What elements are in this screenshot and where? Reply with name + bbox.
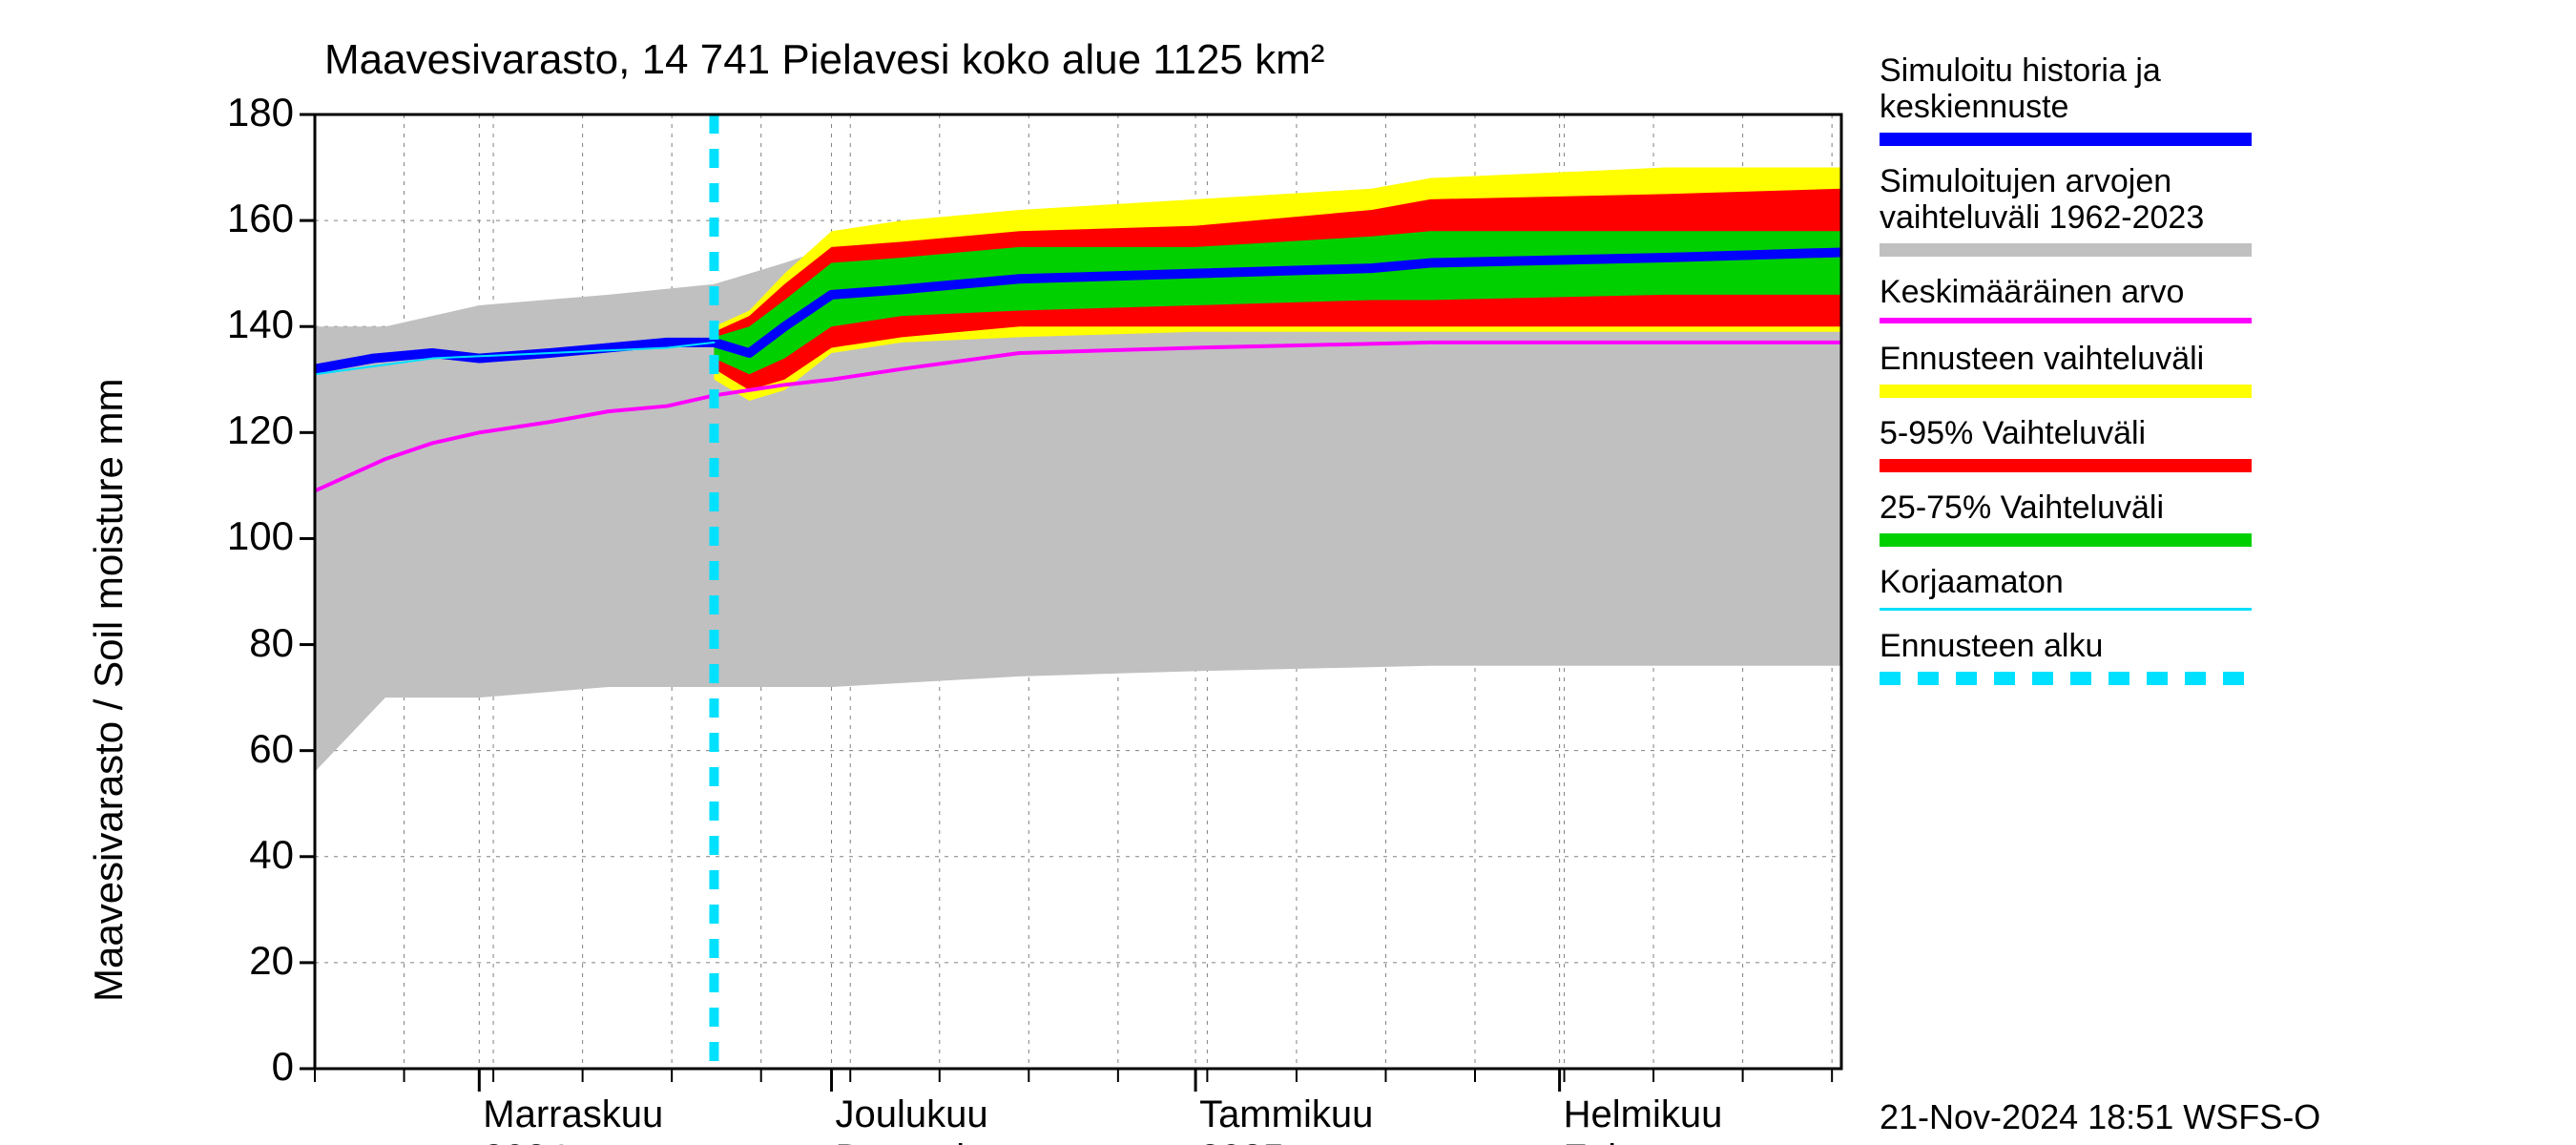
legend-swatch (1880, 533, 2252, 547)
x-tick-label-month: Marraskuu (483, 1093, 663, 1136)
legend-label: Simuloitu historia ja (1880, 52, 2161, 90)
x-tick-label-sub: 2025 (1199, 1137, 1284, 1145)
plot-area (0, 0, 2576, 1145)
legend-label: 25-75% Vaihteluväli (1880, 489, 2164, 527)
x-tick-label-sub: December (836, 1137, 1012, 1145)
legend-label: Ennusteen vaihteluväli (1880, 341, 2204, 378)
legend-swatch (1880, 385, 2252, 398)
legend-swatch (1880, 318, 2252, 323)
x-tick-label-sub: February (1564, 1137, 1716, 1145)
y-tick-label: 20 (191, 938, 294, 984)
y-tick-label: 160 (191, 196, 294, 241)
legend-label: Ennusteen alku (1880, 628, 2103, 665)
x-tick-label-sub: 2024 (483, 1137, 568, 1145)
y-tick-label: 60 (191, 726, 294, 772)
legend-label: 5-95% Vaihteluväli (1880, 415, 2146, 452)
y-tick-label: 100 (191, 513, 294, 559)
x-tick-label-month: Helmikuu (1564, 1093, 1723, 1136)
x-tick-label-month: Tammikuu (1199, 1093, 1373, 1136)
y-tick-label: 0 (191, 1044, 294, 1090)
legend-swatch (1880, 608, 2252, 611)
legend-label: keskiennuste (1880, 89, 2068, 126)
chart-root: { "layout": { "width_px": 2700, "height_… (0, 0, 2576, 1145)
timestamp-footer: 21-Nov-2024 18:51 WSFS-O (1880, 1097, 2320, 1137)
legend-swatch (1880, 243, 2252, 257)
legend-label: Korjaamaton (1880, 564, 2064, 601)
y-tick-label: 140 (191, 302, 294, 347)
legend-label: Keskimääräinen arvo (1880, 274, 2184, 311)
x-tick-label-month: Joulukuu (836, 1093, 988, 1136)
legend-label: vaihteluväli 1962-2023 (1880, 199, 2204, 237)
y-tick-label: 80 (191, 620, 294, 666)
y-tick-label: 40 (191, 832, 294, 878)
legend-swatch (1880, 133, 2252, 146)
y-tick-label: 180 (191, 90, 294, 135)
legend-swatch (1880, 459, 2252, 472)
legend-label: Simuloitujen arvojen (1880, 163, 2171, 200)
legend-swatch (1880, 672, 2252, 685)
y-tick-label: 120 (191, 407, 294, 453)
